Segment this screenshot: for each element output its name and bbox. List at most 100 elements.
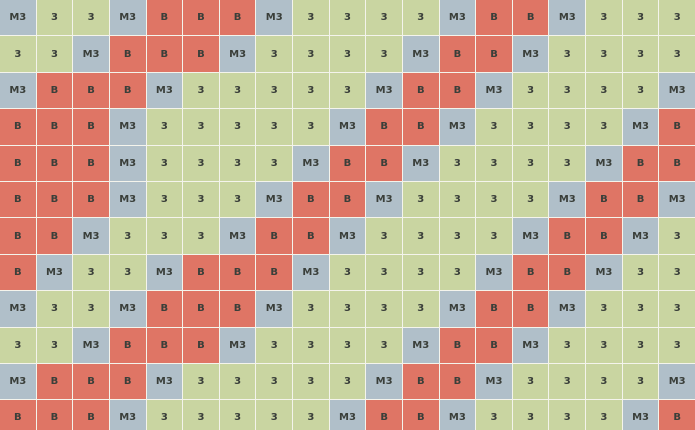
grid-cell: 3 (293, 363, 329, 400)
grid-cell: B (73, 181, 109, 218)
grid-cell: B (512, 254, 549, 291)
grid-cell: 3 (146, 145, 183, 181)
grid-cell: M3 (73, 218, 109, 254)
grid-cell: 3 (476, 145, 512, 181)
grid-cell: 3 (586, 109, 622, 145)
grid-cell: 3 (366, 291, 402, 327)
grid-cell: 3 (36, 0, 73, 36)
grid-cell: 3 (293, 400, 329, 430)
grid-cell: 3 (36, 36, 73, 72)
grid-cell: 3 (659, 36, 695, 72)
grid-cell: B (586, 218, 622, 254)
grid-cell: 3 (219, 72, 256, 109)
grid-cell: M3 (109, 291, 146, 327)
grid-cell: B (183, 0, 219, 36)
grid-cell: B (109, 327, 146, 363)
grid-cell: M3 (659, 363, 695, 400)
grid-cell: 3 (586, 363, 622, 400)
grid-cell: 3 (549, 363, 586, 400)
grid-cell: 3 (329, 363, 366, 400)
grid-cell: B (36, 363, 73, 400)
grid-cell: 3 (256, 36, 293, 72)
grid-cell: 3 (293, 327, 329, 363)
grid-cell: 3 (219, 109, 256, 145)
grid-cell: 3 (586, 36, 622, 72)
grid-cell: 3 (659, 291, 695, 327)
grid-cell: B (146, 36, 183, 72)
grid-cell: 3 (476, 181, 512, 218)
grid-cell: 3 (622, 327, 659, 363)
grid-cell: 3 (256, 400, 293, 430)
grid-cell: B (293, 181, 329, 218)
grid-cell: M3 (549, 0, 586, 36)
grid-cell: B (439, 72, 476, 109)
grid-cell: B (366, 145, 402, 181)
grid-cell: 3 (73, 254, 109, 291)
grid-cell: M3 (256, 0, 293, 36)
grid-cell: 3 (402, 254, 439, 291)
grid-cell: M3 (329, 109, 366, 145)
grid-cell: 3 (586, 72, 622, 109)
grid-cell: B (183, 327, 219, 363)
grid-cell: 3 (402, 218, 439, 254)
grid-cell: B (73, 363, 109, 400)
grid-cell: 3 (659, 218, 695, 254)
grid-cell: 3 (549, 109, 586, 145)
grid-cell: B (0, 145, 36, 181)
grid-cell: M3 (512, 218, 549, 254)
grid-cell: 3 (622, 363, 659, 400)
grid-cell: 3 (183, 181, 219, 218)
grid-cell: B (73, 109, 109, 145)
grid-cell: 3 (146, 181, 183, 218)
grid-cell: 3 (183, 145, 219, 181)
grid-cell: B (73, 72, 109, 109)
grid-cell: B (512, 291, 549, 327)
grid-cell: B (512, 0, 549, 36)
grid-cell: 3 (622, 291, 659, 327)
grid-cell: 3 (293, 0, 329, 36)
grid-cell: 3 (219, 181, 256, 218)
grid-cell: B (0, 109, 36, 145)
grid-cell: 3 (219, 363, 256, 400)
grid-cell: 3 (366, 218, 402, 254)
grid-cell: M3 (549, 181, 586, 218)
grid-cell: 3 (512, 109, 549, 145)
grid-cell: M3 (439, 291, 476, 327)
grid-cell: 3 (549, 400, 586, 430)
grid-cell: M3 (219, 327, 256, 363)
grid-cell: B (439, 327, 476, 363)
grid-cell: 3 (549, 36, 586, 72)
grid-cell: 3 (329, 291, 366, 327)
grid-cell: 3 (549, 145, 586, 181)
grid-cell: 3 (476, 218, 512, 254)
grid-cell: 3 (622, 0, 659, 36)
grid-cell: M3 (146, 72, 183, 109)
grid-cell: M3 (0, 0, 36, 36)
grid-cell: B (36, 109, 73, 145)
grid-cell: M3 (36, 254, 73, 291)
grid-cell: M3 (622, 109, 659, 145)
grid-cell: M3 (293, 145, 329, 181)
grid-cell: M3 (0, 363, 36, 400)
grid-cell: 3 (402, 181, 439, 218)
grid-cell: 3 (219, 400, 256, 430)
grid-cell: 3 (512, 72, 549, 109)
grid-cell: M3 (109, 181, 146, 218)
grid-cell: 3 (36, 291, 73, 327)
grid-cell: B (183, 254, 219, 291)
grid-cell: 3 (73, 291, 109, 327)
grid-cell: 3 (146, 109, 183, 145)
grid-cell: B (219, 0, 256, 36)
grid-cell: M3 (109, 0, 146, 36)
grid-cell: B (219, 291, 256, 327)
grid-cell: 3 (659, 254, 695, 291)
grid-cell: 3 (439, 145, 476, 181)
grid-cell: B (476, 0, 512, 36)
grid-cell: M3 (439, 0, 476, 36)
grid-cell: M3 (256, 181, 293, 218)
grid-cell: 3 (366, 36, 402, 72)
grid-cell: B (659, 109, 695, 145)
grid-cell: 3 (293, 36, 329, 72)
